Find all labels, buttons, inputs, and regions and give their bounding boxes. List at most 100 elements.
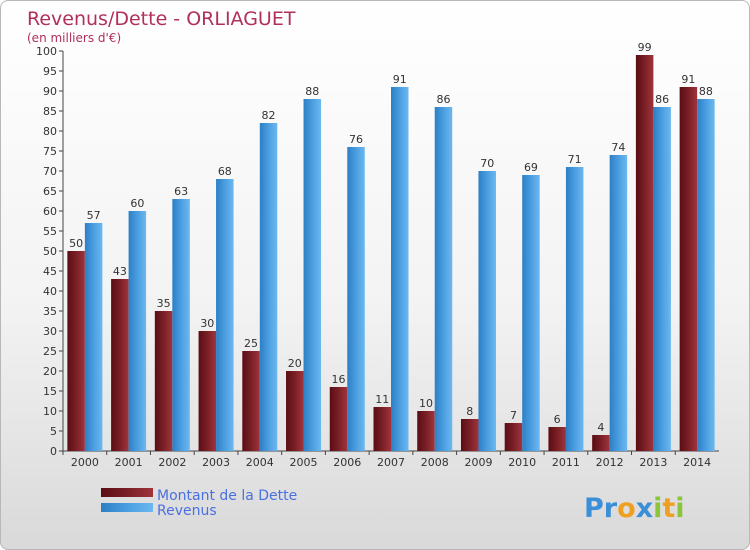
data-label-dette: 30 [200, 317, 214, 330]
data-label-dette: 4 [597, 421, 604, 434]
x-tick-label: 2009 [464, 456, 492, 469]
bar-revenus [259, 123, 278, 451]
bar-dette [111, 279, 129, 451]
y-tick-label: 85 [43, 105, 57, 118]
bar-revenus [522, 175, 540, 451]
proxiti-logo: Proxiti [584, 493, 685, 524]
data-label-dette: 11 [375, 393, 389, 406]
legend-label-dette: Montant de la Dette [157, 488, 297, 504]
x-tick-label: 2012 [596, 456, 624, 469]
bar-dette [548, 427, 566, 451]
logo-letter: i [653, 493, 662, 524]
x-tick-label: 2014 [683, 456, 711, 469]
bar-revenus [303, 99, 322, 451]
bar-revenus [434, 107, 453, 451]
logo-letter: P [584, 493, 604, 524]
bar-dette [242, 351, 260, 451]
bar-revenus [565, 167, 584, 451]
chart-subtitle: (en milliers d'€) [27, 31, 121, 45]
y-tick-label: 95 [43, 65, 57, 78]
x-tick-label: 2010 [508, 456, 536, 469]
bar-dette [67, 251, 85, 451]
logo-letter: t [662, 493, 675, 524]
bar-revenus [172, 199, 190, 451]
data-label-dette: 16 [332, 373, 346, 386]
y-tick-label: 10 [43, 405, 57, 418]
x-tick-label: 2002 [158, 456, 186, 469]
bar-dette [329, 387, 348, 451]
bar-dette [460, 419, 479, 451]
x-tick-label: 2004 [246, 456, 274, 469]
bar-dette [286, 371, 304, 451]
x-tick-label: 2006 [333, 456, 361, 469]
data-label-revenus: 60 [130, 197, 144, 210]
y-tick-label: 100 [36, 45, 57, 58]
data-label-revenus: 91 [393, 73, 407, 86]
y-tick-label: 50 [43, 245, 57, 258]
data-label-dette: 91 [681, 73, 695, 86]
bars-group [67, 55, 715, 451]
chart-title: Revenus/Dette - ORLIAGUET [27, 8, 296, 30]
logo-letter: r [604, 493, 618, 524]
y-tick-label: 25 [43, 345, 57, 358]
data-label-revenus: 68 [218, 165, 232, 178]
data-label-dette: 10 [419, 397, 433, 410]
bar-revenus [609, 155, 628, 451]
data-label-revenus: 57 [87, 209, 101, 222]
y-tick-label: 70 [43, 165, 57, 178]
y-tick-label: 20 [43, 365, 57, 378]
x-tick-label: 2011 [552, 456, 580, 469]
data-label-revenus: 71 [568, 153, 582, 166]
data-label-dette: 20 [288, 357, 302, 370]
bar-dette [373, 407, 391, 451]
x-tick-label: 2007 [377, 456, 405, 469]
data-label-dette: 50 [69, 237, 83, 250]
y-axis: 0 5 10 15 20 25 30 35 40 45 50 55 60 65 70 75 80 85 90 95 10… [36, 45, 64, 458]
y-tick-label: 0 [50, 445, 57, 458]
data-label-dette: 43 [113, 265, 127, 278]
data-label-revenus: 76 [349, 133, 363, 146]
bar-dette [679, 87, 698, 451]
bar-dette [635, 55, 654, 451]
bar-dette [504, 423, 523, 451]
y-tick-label: 15 [43, 385, 57, 398]
data-label-revenus: 70 [480, 157, 494, 170]
logo-letter: o [617, 493, 636, 524]
y-tick-label: 30 [43, 325, 57, 338]
bar-dette [592, 435, 610, 451]
data-label-revenus: 88 [699, 85, 713, 98]
x-tick-label: 2000 [71, 456, 99, 469]
legend-label-revenus: Revenus [157, 503, 217, 519]
x-tick-label: 2013 [639, 456, 667, 469]
y-tick-label: 45 [43, 265, 57, 278]
y-tick-label: 75 [43, 145, 57, 158]
data-label-revenus: 88 [305, 85, 319, 98]
bar-revenus [653, 107, 671, 451]
y-tick-label: 40 [43, 285, 57, 298]
legend: Montant de la Dette Revenus [101, 488, 297, 519]
data-label-dette: 25 [244, 337, 258, 350]
data-label-dette: 6 [554, 413, 561, 426]
logo-letter: i [675, 493, 684, 524]
x-tick-label: 2005 [290, 456, 318, 469]
data-label-dette: 7 [510, 409, 517, 422]
data-label-revenus: 82 [262, 109, 276, 122]
bar-dette [417, 411, 435, 451]
bar-revenus [697, 99, 715, 451]
bar-revenus [347, 147, 365, 451]
x-axis: 2000 2001 2002 2003 2004 2005 2006 2007 2008 2009… [62, 450, 719, 469]
logo-letter: x [636, 493, 653, 524]
bar-revenus [216, 179, 234, 451]
data-label-dette: 35 [157, 297, 171, 310]
y-tick-label: 5 [50, 425, 57, 438]
data-label-revenus: 69 [524, 161, 538, 174]
y-tick-label: 55 [43, 225, 57, 238]
y-tick-label: 65 [43, 185, 57, 198]
bar-revenus [128, 211, 147, 451]
data-label-dette: 99 [638, 41, 652, 54]
data-label-dette: 8 [466, 405, 473, 418]
x-tick-label: 2003 [202, 456, 230, 469]
legend-swatch-dette [101, 488, 153, 497]
data-label-revenus: 63 [174, 185, 188, 198]
